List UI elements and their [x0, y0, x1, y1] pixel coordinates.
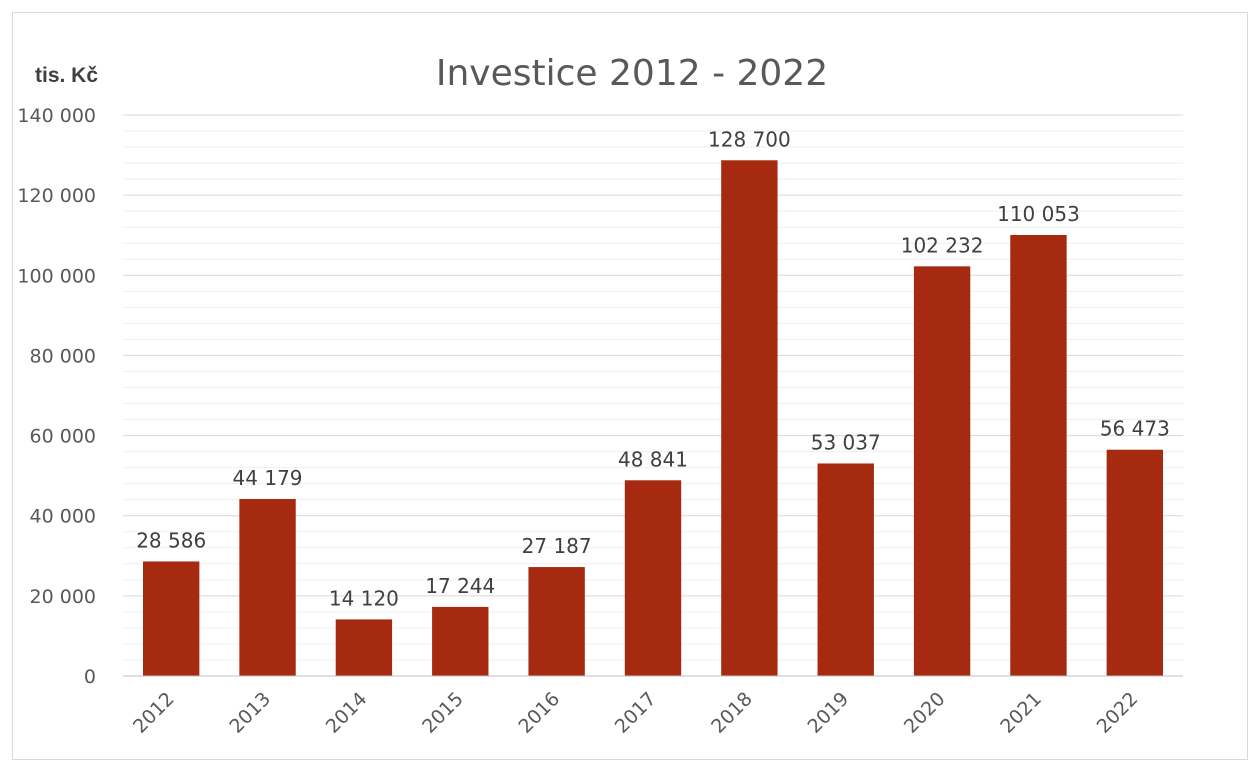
x-tick-label-2017: 2017 — [611, 688, 661, 738]
data-label-2020: 102 232 — [901, 233, 984, 257]
data-label-2022: 56 473 — [1100, 417, 1170, 441]
bar-2020 — [913, 266, 971, 676]
y-tick-label: 100 000 — [17, 265, 96, 287]
data-label-2018: 128 700 — [708, 127, 791, 151]
minor-gridlines — [123, 130, 1183, 661]
y-tick-label: 140 000 — [17, 105, 96, 127]
y-tick-label: 120 000 — [17, 185, 96, 207]
bars — [142, 160, 1164, 677]
y-tick-label: 0 — [84, 666, 96, 688]
data-label-2015: 17 244 — [425, 574, 495, 598]
x-tick-label-2021: 2021 — [996, 688, 1046, 738]
data-label-2019: 53 037 — [811, 430, 881, 454]
data-label-2017: 48 841 — [618, 447, 688, 471]
x-axis-ticks: 2012 2013 2014 2015 2016 2017 2018 2019 2020 2021… — [129, 688, 1142, 738]
y-tick-label: 80 000 — [30, 345, 96, 367]
x-tick-label-2018: 2018 — [707, 688, 757, 738]
data-label-2013: 44 179 — [233, 466, 303, 490]
x-tick-label-2012: 2012 — [129, 688, 179, 738]
data-labels: 28 586 44 179 14 120 17 244 27 187 48 841 128 … — [136, 127, 1170, 610]
bar-2014 — [335, 619, 393, 676]
data-label-2014: 14 120 — [329, 586, 399, 610]
x-tick-label-2022: 2022 — [1093, 688, 1143, 738]
x-tick-label-2016: 2016 — [514, 688, 564, 738]
y-tick-label: 60 000 — [30, 426, 96, 448]
y-tick-label: 20 000 — [30, 586, 96, 608]
data-label-2016: 27 187 — [522, 534, 592, 558]
bar-2013 — [239, 498, 296, 676]
data-label-2021: 110 053 — [997, 202, 1080, 226]
bar-2015 — [432, 606, 489, 676]
bar-chart: Investice 2012 - 2022 tis. Kč 0 20 000 40 … — [17, 53, 1183, 738]
bar-2017 — [624, 480, 682, 676]
x-tick-label-2015: 2015 — [418, 688, 468, 738]
bar-2019 — [817, 463, 874, 676]
bar-2022 — [1106, 449, 1164, 676]
bar-2018 — [721, 160, 778, 677]
x-tick-label-2013: 2013 — [225, 688, 275, 738]
x-tick-label-2019: 2019 — [804, 688, 854, 738]
y-axis-ticks: 0 20 000 40 000 60 000 80 000 100 000 120 000 1… — [17, 105, 96, 688]
bar-2021 — [1010, 235, 1067, 677]
x-tick-label-2020: 2020 — [900, 688, 950, 738]
bar-2016 — [528, 567, 585, 676]
chart-title: Investice 2012 - 2022 — [436, 53, 828, 94]
data-label-2012: 28 586 — [136, 528, 206, 552]
bar-2012 — [142, 561, 200, 676]
y-axis-unit-label: tis. Kč — [35, 64, 98, 87]
chart-frame: Investice 2012 - 2022 tis. Kč 0 20 000 40 … — [12, 12, 1248, 760]
x-tick-label-2014: 2014 — [322, 688, 372, 738]
y-tick-label: 40 000 — [30, 506, 96, 528]
